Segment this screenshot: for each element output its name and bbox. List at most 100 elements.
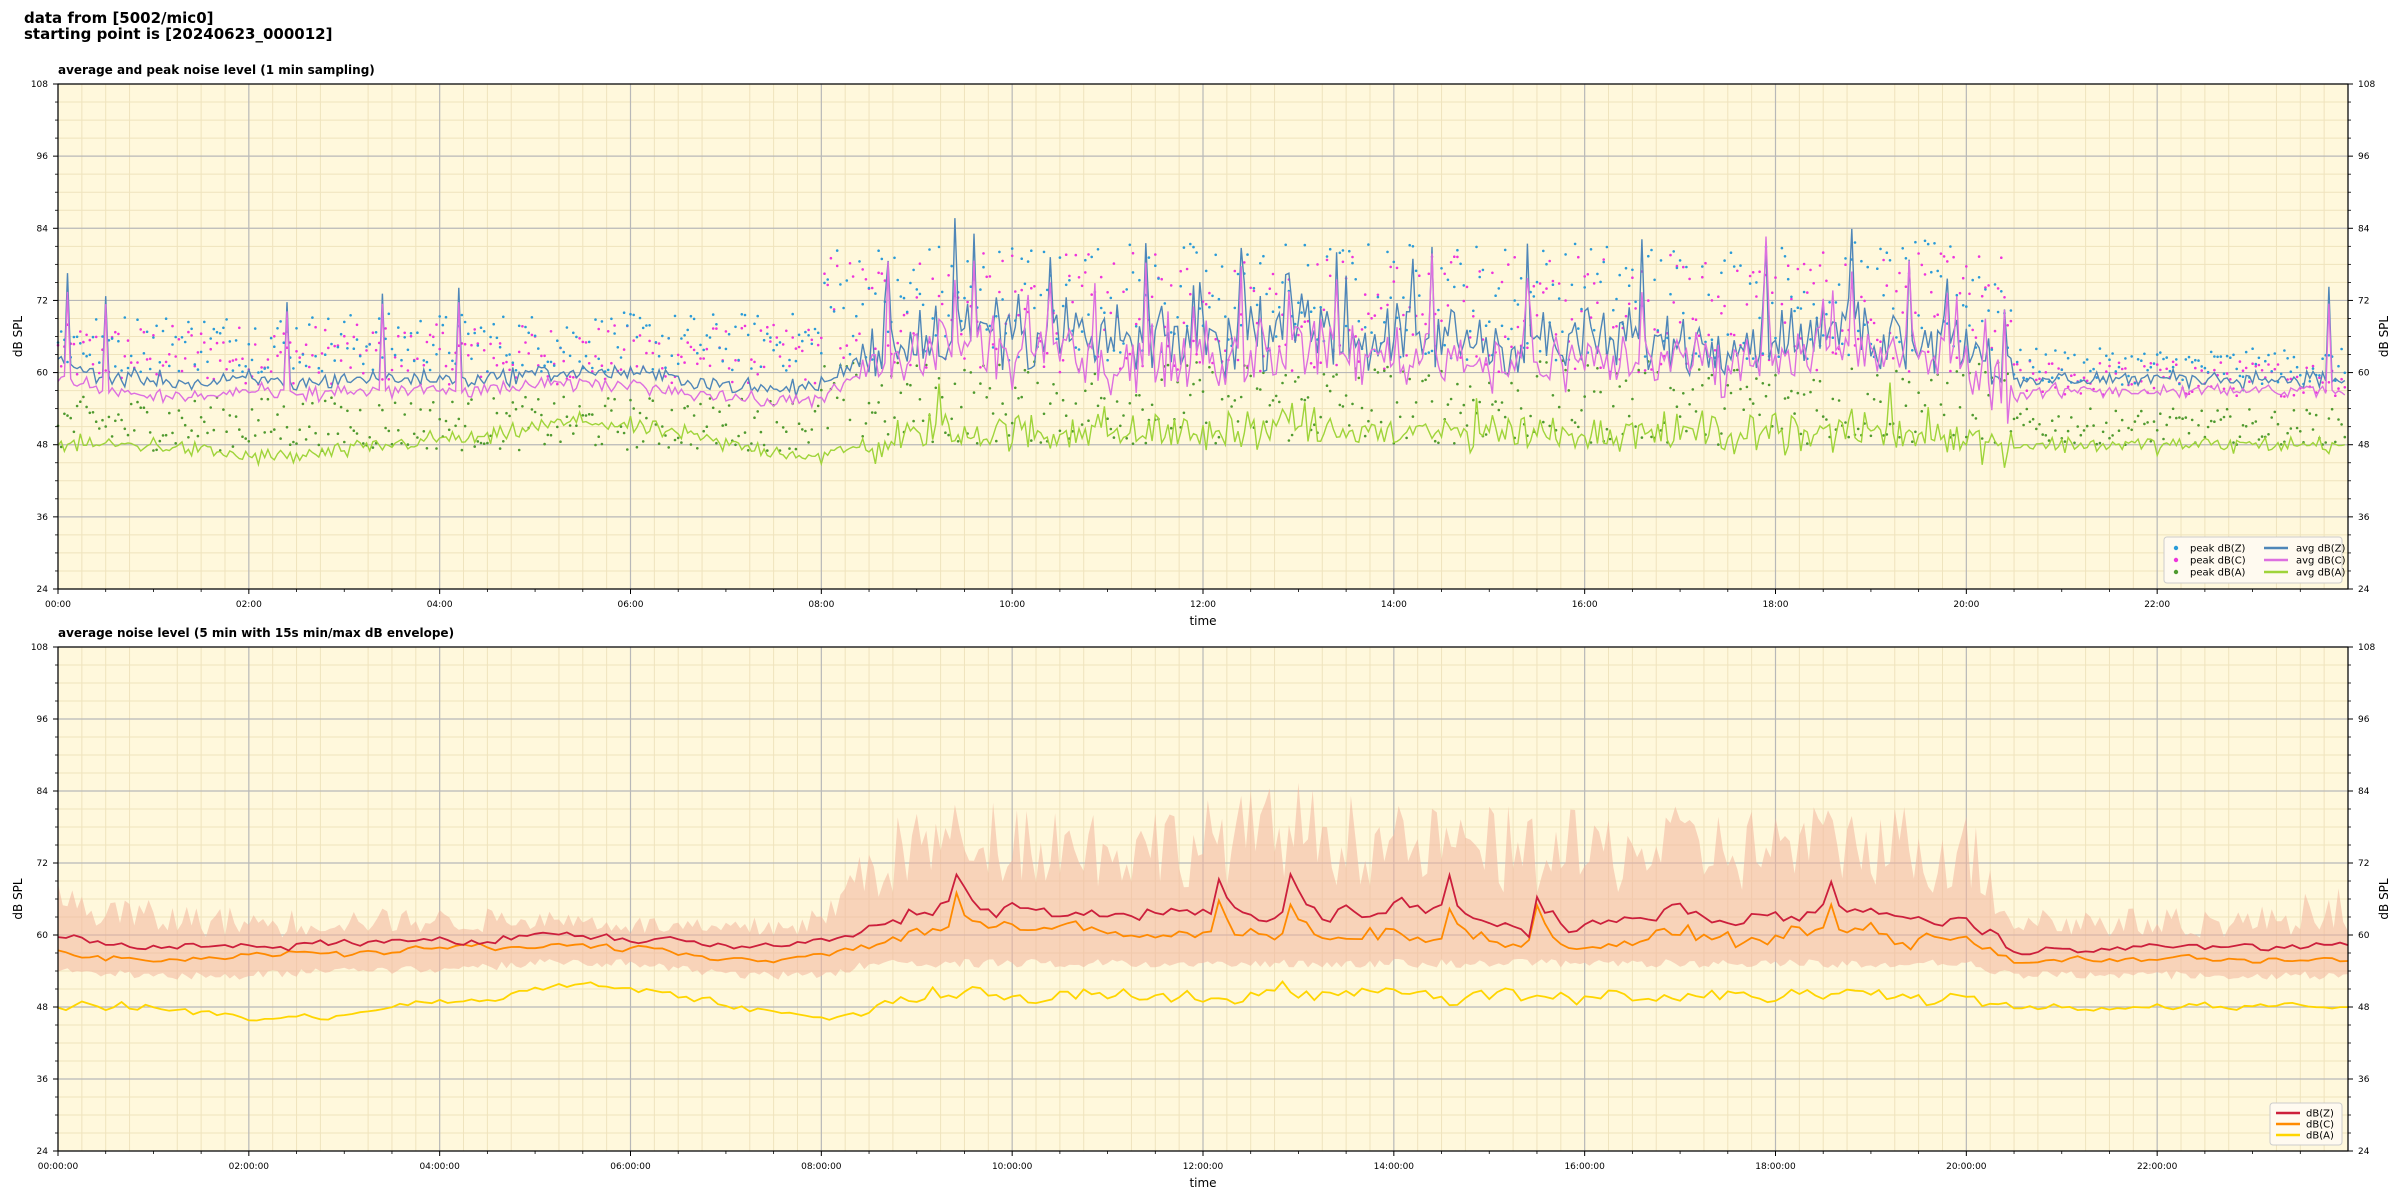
peak-dot-c <box>1554 333 1558 336</box>
peak-dot-z <box>447 351 451 355</box>
peak-dot-a <box>75 404 79 408</box>
peak-dot-c <box>2063 393 2067 396</box>
peak-dot-a <box>1542 420 1545 424</box>
peak-dot-a <box>775 420 779 424</box>
peak-dot-c <box>1017 313 1020 317</box>
peak-dot-z <box>384 337 387 341</box>
peak-dot-a <box>212 428 216 432</box>
peak-dot-c <box>1592 282 1596 285</box>
peak-dot-a <box>2244 425 2248 428</box>
peak-dot-a <box>820 388 823 392</box>
peak-dot-a <box>1433 439 1437 443</box>
peak-dot-c <box>1818 264 1822 267</box>
peak-dot-a <box>1634 425 1637 428</box>
peak-dot-c <box>788 364 791 368</box>
peak-dot-c <box>397 334 400 338</box>
peak-dot-z <box>1825 312 1828 316</box>
peak-dot-z <box>1204 269 1208 273</box>
peak-dot-a <box>129 402 133 406</box>
peak-dot-a <box>1608 437 1612 441</box>
peak-dot-z <box>393 353 397 357</box>
peak-dot-z <box>2130 355 2133 358</box>
peak-dot-c <box>584 341 588 344</box>
peak-dot-c <box>762 365 766 369</box>
peak-dot-c <box>759 329 763 332</box>
peak-dot-c <box>1869 318 1873 322</box>
peak-dot-a <box>1386 365 1389 369</box>
peak-dot-a <box>238 428 241 431</box>
peak-dot-a <box>187 436 190 439</box>
y-axis-label-left: dB SPL <box>11 316 25 358</box>
peak-dot-a <box>1004 413 1008 416</box>
peak-dot-z <box>1096 248 1100 251</box>
peak-dot-z <box>1933 242 1936 245</box>
peak-dot-z <box>355 338 359 341</box>
peak-dot-z <box>2232 353 2235 357</box>
peak-dot-a <box>2340 423 2343 426</box>
peak-dot-c <box>915 296 919 299</box>
peak-dot-z <box>349 314 352 317</box>
peak-dot-c <box>1720 312 1723 315</box>
peak-dot-a <box>339 405 343 409</box>
peak-dot-a <box>2314 413 2318 417</box>
peak-dot-c <box>1042 365 1046 369</box>
peak-dot-z <box>2066 356 2070 360</box>
peak-dot-a <box>2155 429 2159 432</box>
peak-dot-c <box>597 327 600 331</box>
peak-dot-z <box>1729 251 1733 254</box>
peak-dot-z <box>813 327 817 331</box>
peak-dot-a <box>1344 394 1348 397</box>
peak-dot-c <box>406 369 410 372</box>
peak-dot-z <box>314 354 317 358</box>
peak-dot-c <box>387 378 391 381</box>
peak-dot-c <box>1271 272 1275 276</box>
peak-dot-c <box>2143 365 2146 368</box>
peak-dot-a <box>1856 427 1860 431</box>
peak-dot-a <box>2079 433 2083 437</box>
peak-dot-a <box>1726 384 1730 387</box>
peak-dot-z <box>1917 314 1920 317</box>
peak-dot-c <box>2175 363 2178 367</box>
peak-dot-c <box>1669 253 1672 257</box>
peak-dot-c <box>2225 372 2229 375</box>
peak-dot-c <box>1087 253 1090 256</box>
peak-dot-z <box>909 281 912 285</box>
peak-dot-a <box>661 425 664 428</box>
peak-dot-a <box>2241 424 2245 427</box>
peak-dot-a <box>1739 387 1742 391</box>
peak-dot-z <box>1424 352 1427 356</box>
peak-dot-c <box>1856 337 1860 341</box>
peak-dot-z <box>1844 257 1847 260</box>
peak-dot-a <box>1128 402 1132 405</box>
peak-dot-c <box>174 355 177 358</box>
peak-dot-a <box>2143 422 2146 426</box>
peak-dot-c <box>1844 263 1847 267</box>
peak-dot-z <box>2050 376 2054 380</box>
peak-dot-z <box>1990 348 1994 351</box>
x-tick-label: 00:00:00 <box>38 1162 79 1172</box>
peak-dot-z <box>982 265 985 269</box>
peak-dot-a <box>1042 412 1046 416</box>
peak-dot-c <box>1557 282 1561 285</box>
peak-dot-a <box>1026 371 1030 374</box>
peak-dot-z <box>339 332 343 336</box>
peak-dot-c <box>295 350 298 353</box>
peak-dot-a <box>921 419 925 423</box>
peak-dot-z <box>979 288 982 291</box>
peak-dot-z <box>880 257 884 261</box>
peak-dot-a <box>1055 391 1058 395</box>
peak-dot-z <box>502 315 505 319</box>
peak-dot-c <box>756 373 759 376</box>
peak-dot-z <box>2213 355 2216 358</box>
peak-dot-a <box>2305 408 2308 412</box>
peak-dot-c <box>2251 362 2254 366</box>
peak-dot-c <box>1564 299 1567 302</box>
peak-dot-c <box>2267 363 2270 366</box>
peak-dot-z <box>75 335 79 339</box>
peak-dot-a <box>546 433 550 437</box>
peak-dot-a <box>2270 416 2273 419</box>
peak-dot-c <box>578 337 581 340</box>
peak-dot-c <box>1917 252 1920 255</box>
peak-dot-a <box>1106 417 1109 421</box>
peak-dot-z <box>1570 283 1574 287</box>
